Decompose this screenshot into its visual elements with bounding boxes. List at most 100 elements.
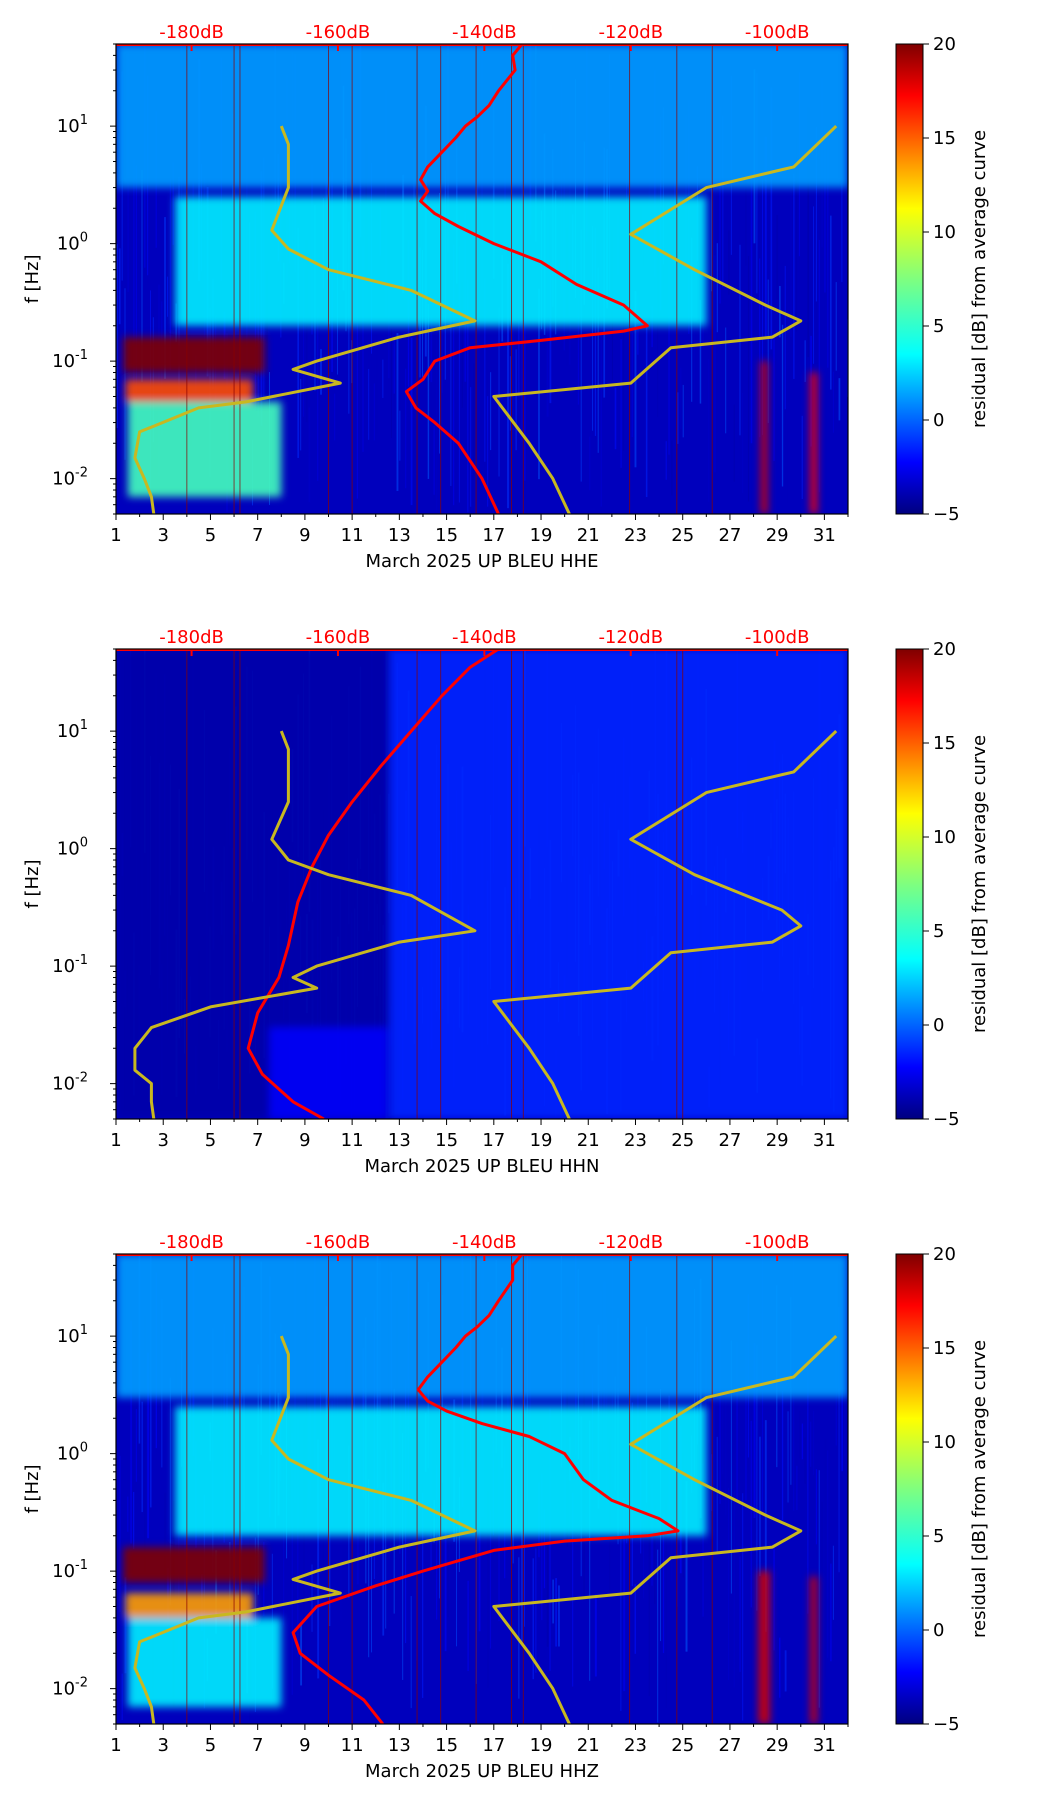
db-label: -180dB — [159, 627, 224, 648]
texture-streak — [702, 1463, 704, 1617]
texture-streak — [572, 1492, 574, 1687]
energy-region — [758, 1571, 771, 1724]
texture-streak — [453, 244, 455, 506]
colorbar-tick-label: 20 — [933, 34, 956, 55]
texture-streak — [473, 363, 475, 476]
x-tick-label: 17 — [482, 1130, 505, 1151]
texture-streak — [118, 1455, 121, 1612]
energy-region — [269, 1027, 388, 1119]
x-tick-label: 3 — [157, 1735, 168, 1756]
texture-streak — [824, 1438, 827, 1678]
texture-streak — [711, 1454, 713, 1512]
texture-streak — [645, 324, 648, 498]
texture-streak — [297, 227, 299, 458]
texture-streak — [818, 1470, 820, 1708]
texture-streak — [410, 1596, 412, 1709]
x-tick-label: 19 — [530, 1735, 553, 1756]
texture-streak — [747, 256, 750, 502]
colorbar-label: residual [dB] from average curve — [969, 735, 990, 1033]
y-tick-label: 10-1 — [52, 953, 88, 977]
texture-streak — [620, 1492, 622, 1711]
texture-streak — [677, 392, 679, 444]
x-tick-label: 25 — [671, 525, 694, 546]
texture-streak — [614, 387, 617, 450]
texture-streak — [674, 70, 676, 307]
texture-streak — [317, 1439, 320, 1679]
texture-streak — [172, 162, 174, 245]
texture-streak — [405, 368, 407, 489]
texture-streak — [354, 202, 356, 471]
texture-streak — [779, 1637, 781, 1698]
texture-streak — [764, 136, 767, 340]
texture-streak — [815, 1469, 817, 1545]
texture-streak — [796, 138, 798, 332]
texture-streak — [478, 1456, 481, 1632]
colorbar-tick-label: −5 — [933, 504, 960, 525]
texture-streak — [291, 1432, 293, 1695]
texture-streak — [844, 112, 846, 361]
texture-streak — [133, 159, 135, 411]
texture-streak — [577, 285, 579, 405]
plot-area — [116, 44, 848, 514]
texture-streak — [393, 340, 395, 394]
texture-streak — [696, 1351, 698, 1445]
db-label: -100dB — [745, 22, 810, 43]
texture-streak — [787, 419, 790, 504]
db-label: -100dB — [745, 627, 810, 648]
texture-streak — [623, 302, 625, 451]
texture-streak — [762, 178, 764, 436]
colorbar-tick-label: 10 — [933, 1432, 956, 1453]
texture-streak — [135, 165, 137, 394]
x-tick-label: 29 — [766, 525, 789, 546]
texture-streak — [648, 1430, 650, 1697]
noise-model-curve — [133, 125, 477, 514]
x-tick-label: 19 — [530, 1130, 553, 1151]
y-tick-label: 100 — [57, 231, 88, 255]
texture-streak — [396, 333, 399, 491]
texture-streak — [750, 173, 753, 444]
x-tick-label: 15 — [435, 525, 458, 546]
texture-streak — [770, 1580, 772, 1666]
texture-streak — [665, 1499, 667, 1708]
texture-streak — [575, 79, 577, 299]
x-tick-label: 29 — [766, 1130, 789, 1151]
texture-streak — [419, 1277, 421, 1534]
energy-region — [127, 1617, 282, 1707]
texture-streak — [818, 239, 820, 493]
y-tick-label: 10-2 — [52, 1071, 88, 1095]
x-tick-label: 1 — [110, 1735, 121, 1756]
texture-streak — [124, 288, 126, 460]
texture-streak — [759, 258, 761, 438]
x-tick-label: 17 — [482, 525, 505, 546]
texture-streak — [297, 1418, 299, 1657]
texture-streak — [733, 1491, 735, 1688]
y-axis-label: f [Hz] — [22, 1464, 43, 1513]
texture-streak — [682, 384, 684, 438]
texture-streak — [243, 1287, 245, 1512]
texture-streak — [688, 1557, 690, 1615]
energy-region — [123, 1547, 265, 1583]
texture-streak — [169, 178, 171, 370]
texture-streak — [402, 1433, 404, 1680]
y-axis-label: f [Hz] — [22, 254, 43, 303]
texture-streak — [580, 229, 582, 482]
texture-streak — [793, 173, 795, 379]
db-label: -160dB — [306, 1232, 371, 1253]
x-tick-label: 11 — [341, 525, 364, 546]
texture-streak — [708, 358, 710, 502]
x-tick-label: 7 — [252, 525, 263, 546]
x-tick-label: 25 — [671, 1735, 694, 1756]
db-label: -180dB — [159, 22, 224, 43]
colorbar-tick-label: 0 — [933, 1620, 944, 1641]
texture-streak — [436, 1465, 438, 1620]
texture-streak — [759, 1436, 761, 1577]
texture-streak — [713, 1346, 715, 1541]
texture-streak — [178, 1426, 180, 1657]
x-tick-label: 27 — [718, 1735, 741, 1756]
texture-streak — [815, 127, 817, 302]
x-tick-label: 29 — [766, 1735, 789, 1756]
texture-streak — [662, 1513, 665, 1654]
x-tick-label: 7 — [252, 1735, 263, 1756]
texture-streak — [535, 1548, 537, 1673]
x-tick-label: 11 — [341, 1130, 364, 1151]
